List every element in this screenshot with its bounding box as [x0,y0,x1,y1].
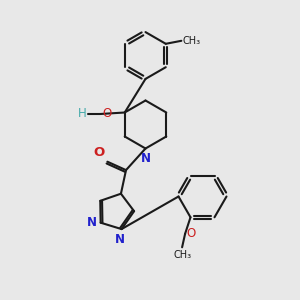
Text: N: N [115,233,125,246]
Text: N: N [140,152,151,165]
Text: O: O [94,146,105,159]
Text: H: H [78,107,86,120]
Text: CH₃: CH₃ [173,250,191,260]
Text: CH₃: CH₃ [183,36,201,46]
Text: O: O [187,227,196,240]
Text: O: O [102,107,111,120]
Text: N: N [87,216,97,229]
